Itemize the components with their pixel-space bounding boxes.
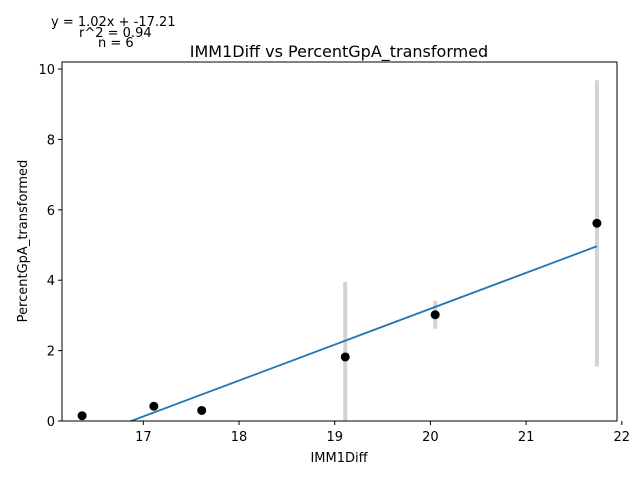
data-point-5 (592, 218, 602, 228)
x-axis-ticks: 17 18 19 20 21 22 (135, 421, 630, 445)
y-axis-label: PercentGpA_transformed (16, 160, 31, 323)
x-tick-label-2: 19 (326, 430, 343, 445)
n-annotation: n = 6 (98, 36, 134, 51)
equation-annotation: y = 1.02x + -17.21 (51, 15, 176, 30)
y-axis-ticks: 0 2 4 6 8 10 (38, 63, 62, 430)
x-axis-label: IMM1Diff (310, 451, 368, 466)
y-tick-label-5: 10 (38, 63, 55, 78)
data-point-0 (77, 411, 87, 421)
data-point-1 (149, 401, 159, 411)
x-tick-label-4: 21 (518, 430, 535, 445)
plot-area (77, 80, 602, 421)
x-tick-label-5: 22 (614, 430, 631, 445)
y-tick-label-0: 0 (47, 415, 55, 430)
r-squared-annotation: r^2 = 0.94 (79, 26, 152, 41)
x-tick-label-0: 17 (135, 430, 152, 445)
data-point-2 (197, 405, 207, 415)
x-tick-label-3: 20 (422, 430, 439, 445)
chart-title: IMM1Diff vs PercentGpA_transformed (190, 42, 488, 62)
data-point-4 (430, 310, 440, 320)
fit-line (128, 245, 598, 421)
y-tick-label-4: 8 (47, 133, 55, 148)
y-tick-label-1: 2 (47, 345, 55, 360)
y-tick-label-3: 6 (47, 204, 55, 219)
x-tick-label-1: 18 (231, 430, 248, 445)
axes-frame (61, 61, 618, 422)
data-point-3 (340, 352, 350, 362)
y-tick-label-2: 4 (47, 274, 55, 289)
